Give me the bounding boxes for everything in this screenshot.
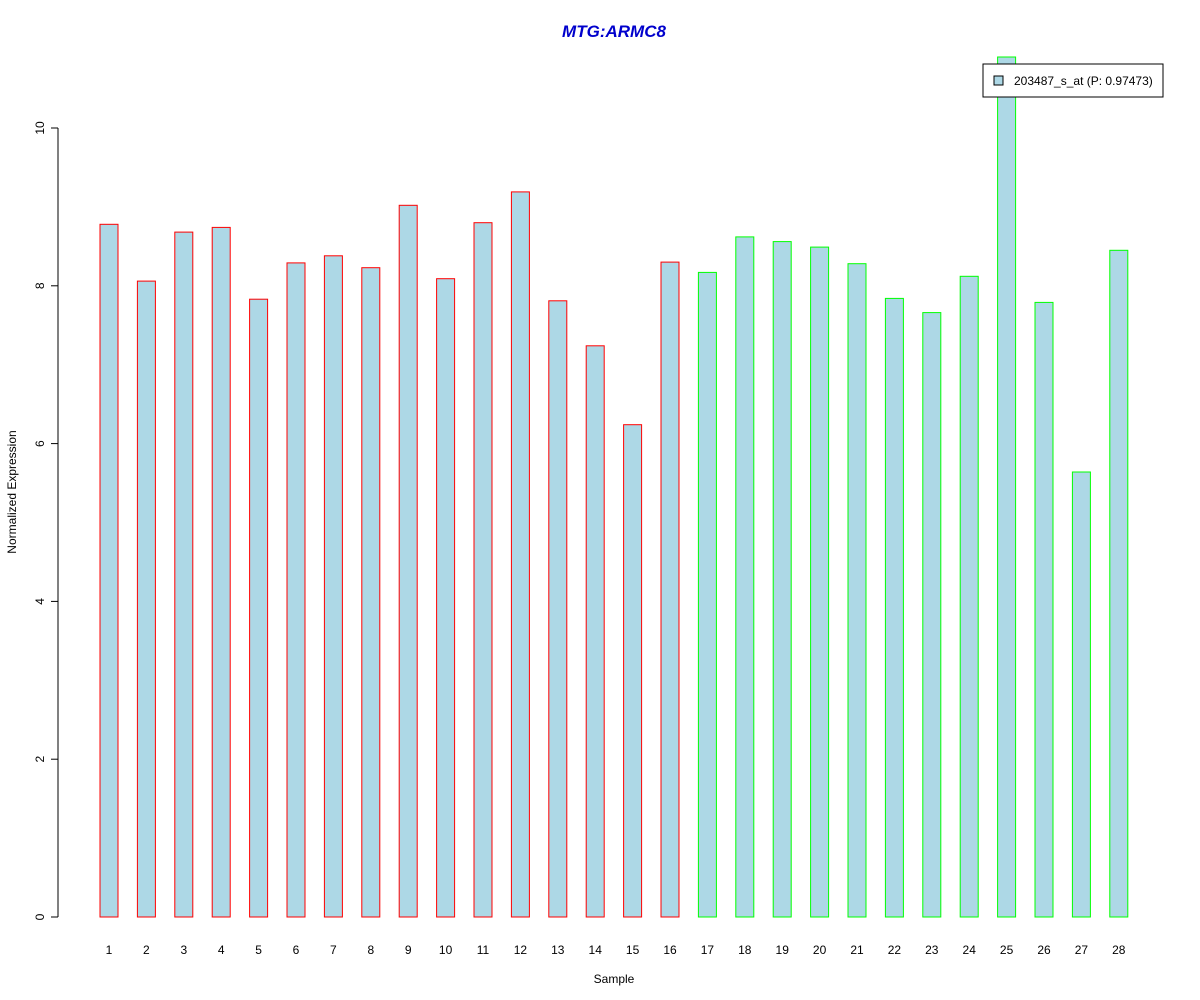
x-tick-label: 22	[888, 943, 902, 957]
y-axis: 0 2 4 6 8 10	[33, 121, 59, 920]
y-tick-label: 6	[33, 440, 47, 447]
x-tick-label: 5	[255, 943, 262, 957]
bar	[922, 312, 942, 918]
bar	[660, 261, 680, 918]
x-tick-label: 14	[589, 943, 603, 957]
x-tick-labels: 1 2 3 4 5 6 7 8 9 10 11 12 13 14 15 16 17 18 19 20 21 22 23 24 2…	[106, 943, 1126, 957]
legend: 203487_s_at (P: 0.97473)	[982, 63, 1164, 98]
x-tick-label: 21	[850, 943, 864, 957]
x-tick-label: 25	[1000, 943, 1014, 957]
bar	[959, 275, 979, 918]
bar	[398, 204, 418, 918]
y-tick-label: 0	[33, 913, 47, 920]
y-tick-label: 10	[33, 121, 47, 135]
x-tick-label: 12	[514, 943, 528, 957]
x-tick-label: 9	[405, 943, 412, 957]
bar	[286, 262, 306, 918]
y-axis-label: Normalized Expression	[5, 430, 19, 553]
bar	[697, 271, 717, 918]
x-tick-label: 15	[626, 943, 640, 957]
x-axis-label: Sample	[594, 972, 635, 986]
bar	[323, 255, 343, 918]
x-tick-label: 10	[439, 943, 453, 957]
bar	[884, 297, 904, 918]
chart-title: MTG:ARMC8	[562, 22, 666, 41]
x-tick-label: 19	[776, 943, 790, 957]
bar	[735, 236, 755, 918]
x-tick-label: 3	[180, 943, 187, 957]
x-tick-label: 28	[1112, 943, 1126, 957]
x-tick-label: 20	[813, 943, 827, 957]
bar	[174, 231, 194, 918]
bar	[473, 222, 493, 918]
x-tick-label: 17	[701, 943, 715, 957]
x-tick-label: 8	[367, 943, 374, 957]
x-tick-label: 2	[143, 943, 150, 957]
legend-entry-label: 203487_s_at (P: 0.97473)	[1014, 74, 1153, 88]
bar	[847, 263, 867, 918]
bar	[211, 226, 231, 918]
bar	[810, 246, 830, 918]
bars	[99, 56, 1129, 918]
y-tick-label: 4	[33, 598, 47, 605]
bar	[1071, 471, 1091, 918]
x-tick-label: 18	[738, 943, 752, 957]
bar	[510, 191, 530, 918]
bar	[772, 241, 792, 918]
x-tick-label: 16	[663, 943, 677, 957]
bar	[361, 267, 381, 918]
bar	[585, 345, 605, 918]
y-tick-label: 8	[33, 282, 47, 289]
bar	[1109, 249, 1129, 918]
x-tick-label: 24	[963, 943, 977, 957]
legend-box	[982, 63, 1164, 98]
x-tick-label: 13	[551, 943, 565, 957]
x-tick-label: 23	[925, 943, 939, 957]
x-tick-label: 1	[106, 943, 113, 957]
x-tick-label: 11	[477, 943, 490, 957]
bar	[548, 300, 568, 918]
bar	[136, 280, 156, 918]
y-tick-label: 2	[33, 756, 47, 763]
bar	[436, 278, 456, 918]
x-tick-label: 4	[218, 943, 225, 957]
x-tick-label: 7	[330, 943, 337, 957]
bar	[99, 223, 119, 918]
bar	[997, 56, 1017, 918]
x-tick-label: 26	[1037, 943, 1051, 957]
x-tick-label: 27	[1075, 943, 1089, 957]
bar	[623, 424, 643, 918]
legend-swatch	[993, 75, 1004, 86]
x-tick-label: 6	[293, 943, 300, 957]
bar	[1034, 301, 1054, 918]
bar	[249, 298, 269, 918]
